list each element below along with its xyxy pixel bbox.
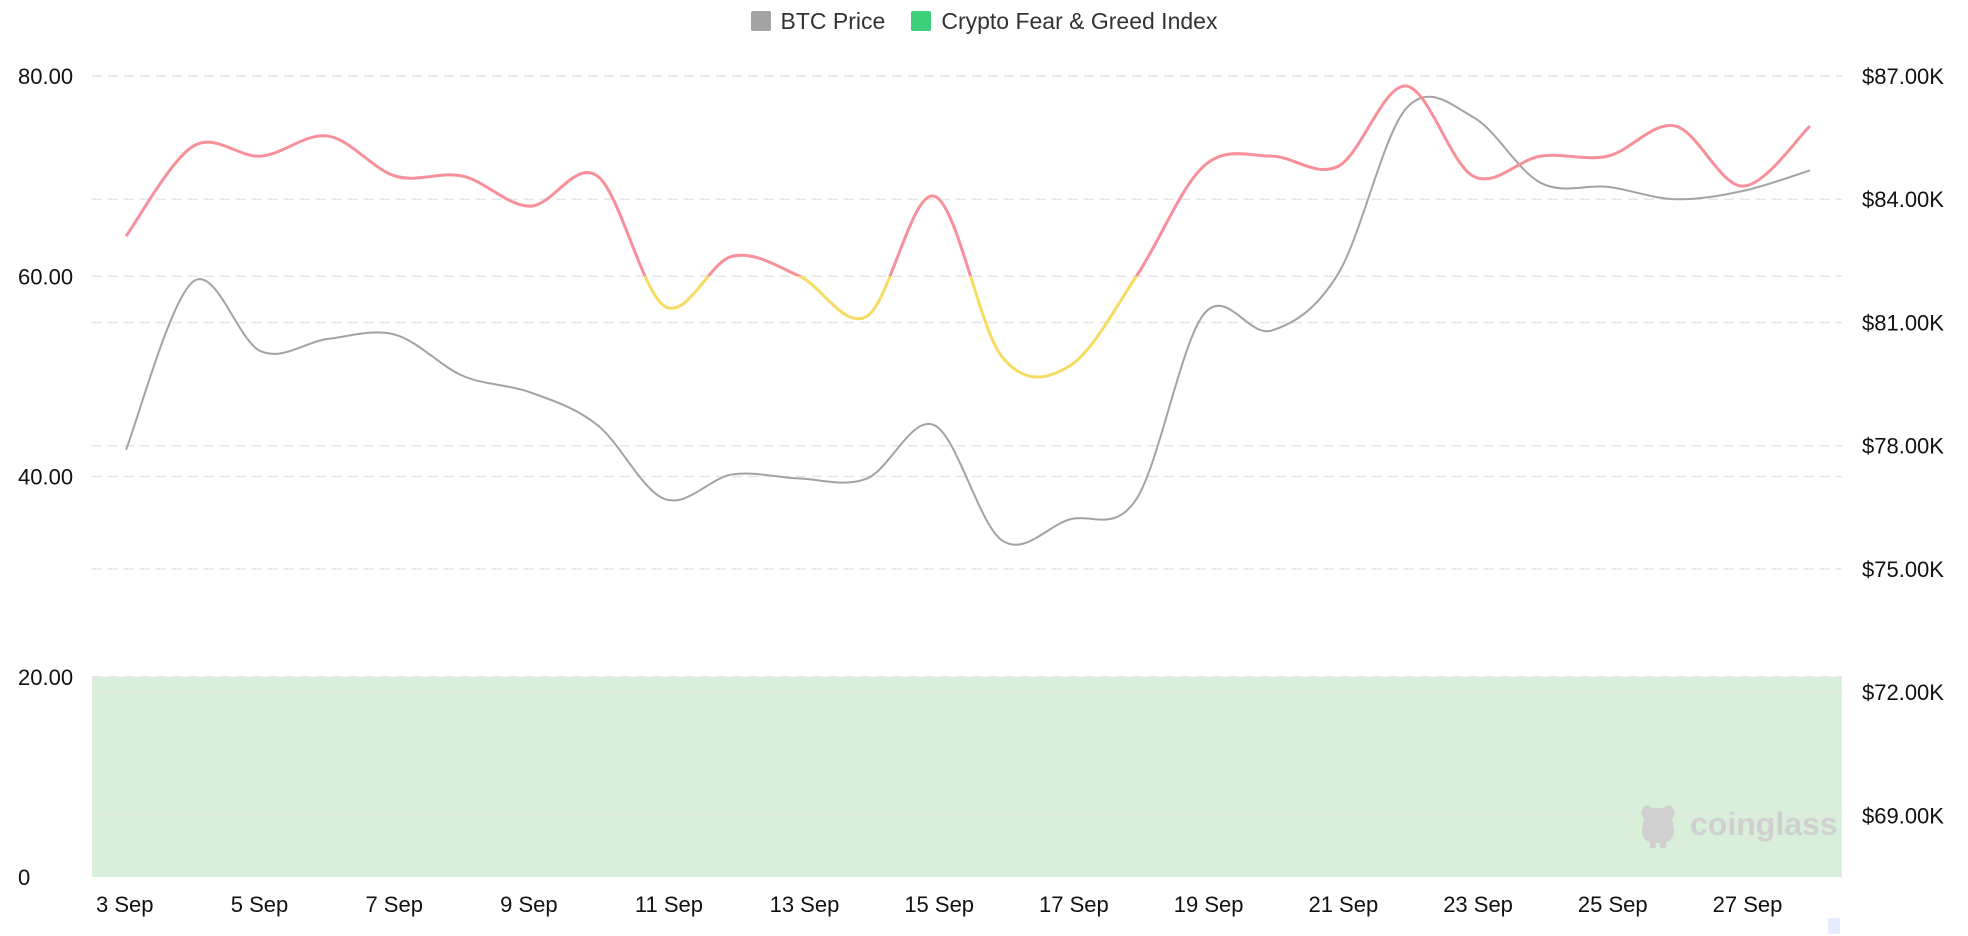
x-tick-label: 3 Sep [96,892,154,917]
y-right-tick-label: $87.00K [1862,64,1944,89]
x-tick-label: 13 Sep [770,892,840,917]
y-left-tick-label: 40.00 [18,465,73,490]
x-tick-label: 9 Sep [500,892,558,917]
y-left-tick-label: 20.00 [18,665,73,690]
x-tick-label: 25 Sep [1578,892,1648,917]
zoom-slider-handle[interactable] [1828,918,1840,934]
x-tick-label: 15 Sep [904,892,974,917]
x-tick-label: 27 Sep [1713,892,1783,917]
x-tick-label: 17 Sep [1039,892,1109,917]
legend-swatch-fear-greed [911,11,932,31]
y-right-tick-label: $78.00K [1862,434,1944,459]
legend-item-fear-greed[interactable]: Crypto Fear & Greed Index [911,8,1217,35]
chart-legend: BTC Price Crypto Fear & Greed Index [0,6,1968,36]
x-tick-label: 23 Sep [1443,892,1513,917]
x-tick-label: 11 Sep [635,892,703,917]
fear-greed-line-greed [124,84,1812,277]
watermark: coinglass [1636,800,1838,848]
y-right-tick-label: $84.00K [1862,187,1944,212]
y-right-tick-label: $72.00K [1862,680,1944,705]
x-tick-label: 5 Sep [231,892,289,917]
legend-swatch-btc-price [750,11,771,31]
legend-item-btc-price[interactable]: BTC Price [750,7,886,35]
y-left-tick-label: 60.00 [18,264,73,289]
x-tick-label: 21 Sep [1308,892,1378,917]
btc-price-line [125,95,1811,546]
legend-label-fear-greed: Crypto Fear & Greed Index [941,7,1218,34]
y-right-tick-label: $75.00K [1862,557,1944,582]
x-tick-label: 7 Sep [365,892,423,917]
y-left-tick-label: 80.00 [18,64,73,89]
extreme-fear-band [92,676,1842,877]
y-right-tick-label: $69.00K [1862,803,1944,828]
bull-logo-icon [1641,805,1675,848]
x-tick-label: 19 Sep [1174,892,1244,917]
watermark-text: coinglass [1690,805,1838,842]
y-left-tick-label: 0 [18,865,30,890]
y-right-tick-label: $81.00K [1862,310,1944,335]
legend-label-btc-price: BTC Price [780,7,886,34]
